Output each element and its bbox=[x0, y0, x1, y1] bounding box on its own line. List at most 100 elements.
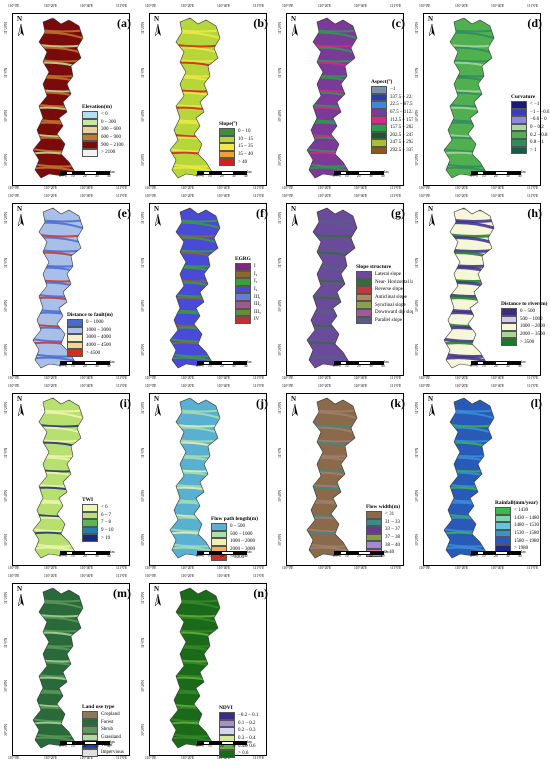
legend-item: > 0.6 bbox=[219, 749, 258, 758]
legend-title: Distance to fault(m) bbox=[67, 312, 113, 318]
legend-label: 15 – 35 bbox=[238, 144, 253, 150]
legend-swatch bbox=[495, 514, 511, 523]
legend-label: 1530 – 1580 bbox=[514, 531, 539, 537]
scale-tick-label: 30 bbox=[232, 364, 236, 368]
legend-item: Impervious bbox=[82, 748, 124, 757]
legend-label: > 40 bbox=[385, 550, 395, 556]
panel-letter: (h) bbox=[527, 206, 542, 220]
longitude-label-top: 111°0'E bbox=[116, 4, 128, 8]
legend-label: 7 – 8 bbox=[101, 520, 111, 526]
longitude-label-top: 111°0'E bbox=[527, 384, 539, 388]
legend-label: I₄ bbox=[254, 287, 258, 293]
scale-tick-label: 5 bbox=[476, 174, 478, 178]
legend-label: 292.5 – 337.5 bbox=[390, 148, 418, 154]
latitude-label: 31°0'N bbox=[4, 447, 8, 458]
longitude-label-bottom: 110°0'E bbox=[145, 376, 157, 380]
legend-item: 300 – 600 bbox=[82, 126, 124, 134]
legend-swatch bbox=[511, 108, 527, 117]
legend-item: 292.5 – 337.5 bbox=[371, 146, 418, 155]
longitude-label-bottom: 110°0'E bbox=[419, 186, 431, 190]
legend-label: Near- Horizontal layered bbox=[375, 279, 425, 285]
north-arrow-label: N bbox=[291, 205, 297, 213]
legend-label: 0.8 – 1 bbox=[530, 140, 544, 146]
panel-letter: (e) bbox=[117, 206, 131, 220]
longitude-label-top: 111°0'E bbox=[116, 384, 128, 388]
latitude-label: 30°40'N bbox=[278, 490, 282, 502]
scale-tick-label: 40 bbox=[518, 364, 522, 368]
longitude-label-top: 110°20'E bbox=[455, 384, 469, 388]
scale-tick-label: 0 bbox=[59, 554, 61, 558]
scale-tick-label: 20 bbox=[357, 364, 361, 368]
study-area-map bbox=[32, 397, 84, 559]
longitude-label-top: 110°40'E bbox=[491, 4, 505, 8]
scale-unit-label: km bbox=[384, 360, 389, 364]
latitude-label: 31°20'N bbox=[4, 212, 8, 224]
scale-tick-label: 10 bbox=[71, 174, 75, 178]
legend-item: < 31 bbox=[366, 511, 400, 519]
longitude-label-top: 110°20'E bbox=[44, 4, 58, 8]
longitude-label-bottom: 110°20'E bbox=[455, 376, 469, 380]
map-texture-stripe bbox=[170, 221, 220, 229]
north-arrow-icon bbox=[429, 24, 435, 37]
legend-item: Parallel slope bbox=[356, 316, 425, 325]
map-legend: Flow path length(m) 0 – 500 500 – 1000 1000… bbox=[211, 516, 258, 561]
legend-label: 0 – 500 bbox=[520, 309, 535, 315]
map-legend: Distance to river(m) 0 – 500 500 – 1000 100… bbox=[501, 301, 547, 346]
legend-title: Land use type bbox=[82, 704, 115, 710]
scale-segment bbox=[507, 551, 521, 555]
scale-tick-label: 30 bbox=[369, 364, 373, 368]
map-panel-a: 110°0'E 110°0'E 110°20'E 110°20'E 110°40'E 11… bbox=[2, 4, 139, 194]
map-legend: Land use type Cropland Forest Shrub Grasslan… bbox=[82, 704, 124, 757]
legend-swatch bbox=[235, 316, 251, 324]
legend-swatch bbox=[82, 726, 98, 734]
scale-tick-label: 0 bbox=[196, 744, 198, 748]
legend-item: Reverse slope bbox=[356, 286, 425, 294]
scale-bar: 0 5 10 20 30 40 km bbox=[333, 550, 392, 561]
legend-item: 157.5 – 202.5 bbox=[371, 123, 418, 132]
panel-letter: (g) bbox=[391, 206, 405, 220]
scale-tick-label: 5 bbox=[202, 364, 204, 368]
map-texture-stripe bbox=[307, 411, 357, 419]
longitude-label-top: 110°40'E bbox=[217, 574, 231, 578]
legend-item: < −1 bbox=[511, 101, 549, 109]
scale-tick-label: 40 bbox=[244, 364, 248, 368]
legend-item: 112.5 – 157.5 bbox=[371, 116, 418, 124]
scale-bar: 0 5 10 20 30 40 km bbox=[196, 740, 255, 751]
scale-tick-label: 30 bbox=[95, 364, 99, 368]
north-arrow-icon bbox=[155, 24, 161, 37]
legend-label: 9 – 10 bbox=[101, 528, 114, 534]
scale-bar: 0 5 10 20 30 40 km bbox=[196, 360, 255, 371]
legend-swatch bbox=[371, 108, 387, 117]
north-arrow-icon bbox=[18, 24, 24, 37]
scale-tick-label: 30 bbox=[232, 174, 236, 178]
scale-tick-label: 40 bbox=[107, 744, 111, 748]
legend-swatch bbox=[67, 334, 83, 342]
legend-swatch bbox=[67, 319, 83, 327]
legend-item: 1580 – 1980 bbox=[495, 537, 539, 545]
legend-label: 247.5 – 292.5 bbox=[390, 140, 418, 146]
scale-tick-label: 10 bbox=[71, 364, 75, 368]
legend-swatch bbox=[219, 727, 235, 735]
panel-letter: (d) bbox=[527, 16, 542, 30]
latitude-label: 30°40'N bbox=[141, 490, 145, 502]
map-texture-stripe bbox=[33, 616, 83, 624]
longitude-label-top: 110°0'E bbox=[145, 4, 157, 8]
latitude-label: 30°20'N bbox=[415, 154, 419, 166]
map-texture-stripe bbox=[170, 601, 220, 609]
scale-tick-label: 5 bbox=[202, 174, 204, 178]
longitude-label-bottom: 111°0'E bbox=[527, 186, 539, 190]
panel-letter: (n) bbox=[253, 586, 268, 600]
scale-tick-label: 20 bbox=[83, 744, 87, 748]
scale-tick-label: 0 bbox=[470, 364, 472, 368]
legend-swatch bbox=[366, 511, 382, 519]
legend-item: I bbox=[235, 263, 261, 271]
legend-swatch bbox=[235, 293, 251, 301]
legend-item: 337.5 – 22.5 bbox=[371, 93, 418, 102]
scale-tick-label: 0 bbox=[333, 364, 335, 368]
longitude-label-bottom: 110°40'E bbox=[217, 566, 231, 570]
legend-swatch bbox=[235, 308, 251, 317]
scale-bar: 0 5 10 20 30 40 km bbox=[470, 170, 529, 181]
legend-item: 900 – 2100 bbox=[82, 141, 124, 149]
legend-item: 4000 – 4500 bbox=[67, 341, 113, 350]
legend-swatch bbox=[82, 534, 98, 542]
